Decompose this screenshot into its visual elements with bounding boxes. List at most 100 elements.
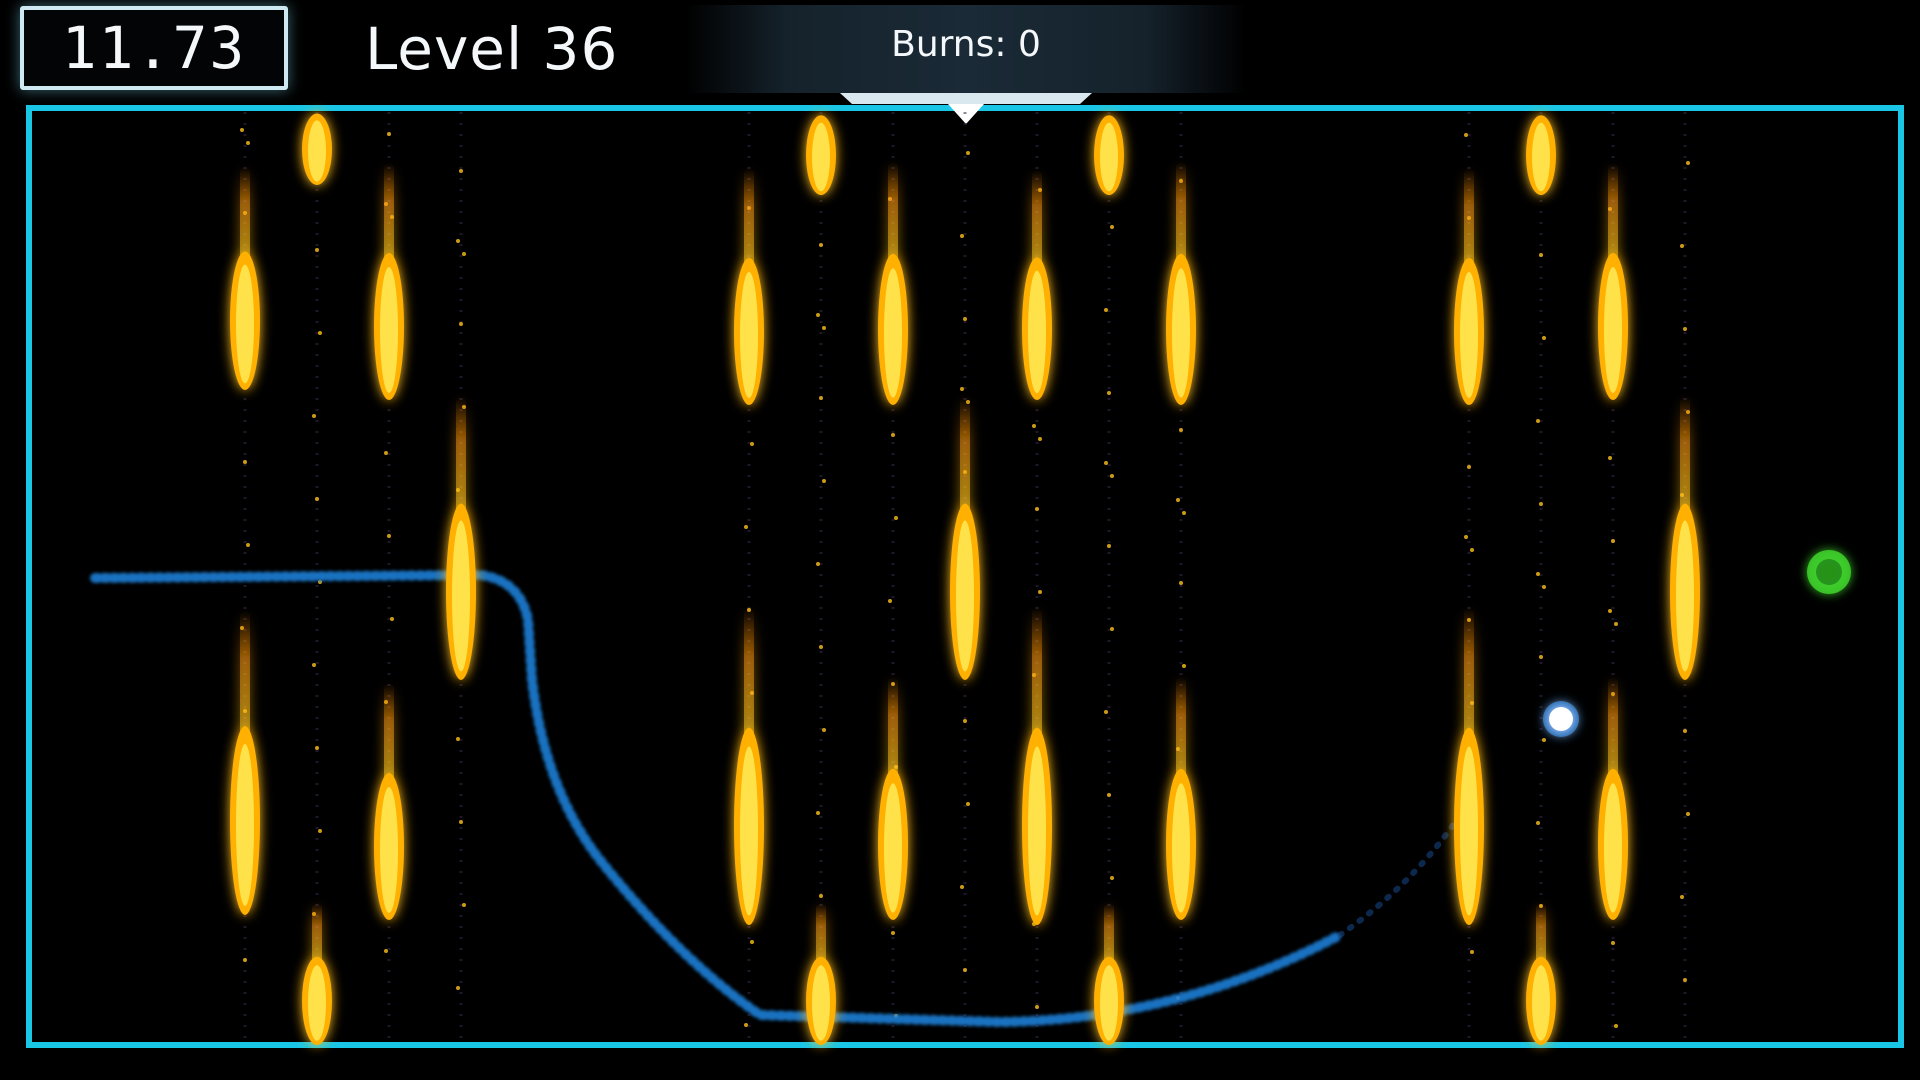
ember-particle: [1542, 738, 1546, 742]
ember-particle: [462, 252, 466, 256]
ember-particle: [891, 931, 895, 935]
ember-particle: [816, 811, 820, 815]
ember-particle: [819, 894, 823, 898]
ember-particle: [1179, 581, 1183, 585]
ember-particle: [1614, 1024, 1618, 1028]
fire-jet-icon: [734, 168, 764, 405]
ember-particle: [315, 248, 319, 252]
ember-particle: [1539, 253, 1543, 257]
ember-particle: [1470, 950, 1474, 954]
ember-particle: [1104, 461, 1108, 465]
player-trail: [90, 569, 1345, 1028]
burns-counter: Burns: 0: [891, 24, 1041, 65]
ember-particle: [819, 645, 823, 649]
fire-jet-icon: [734, 607, 764, 925]
ember-particle: [1611, 941, 1615, 945]
ember-particle: [1182, 664, 1186, 668]
ember-particle: [315, 497, 319, 501]
ember-particle: [1110, 876, 1114, 880]
fire-jet-icon: [1094, 112, 1124, 195]
ember-particle: [1038, 437, 1042, 441]
ember-particle: [891, 433, 895, 437]
player-orb: [1543, 701, 1579, 737]
level-title: Level 36: [365, 15, 619, 83]
ember-particle: [315, 746, 319, 750]
fire-jet-icon: [1166, 162, 1196, 405]
fire-jet-icon: [374, 163, 404, 400]
ember-particle: [894, 516, 898, 520]
ember-particle: [1107, 793, 1111, 797]
ember-particle: [1680, 895, 1684, 899]
ember-particle: [246, 141, 250, 145]
flame-jets: [230, 112, 1700, 1045]
fire-jet-icon: [1454, 168, 1484, 405]
player-trail-fade: [1337, 797, 1473, 938]
ember-particle: [312, 414, 316, 418]
ember-particle: [744, 1023, 748, 1027]
ember-particle: [744, 525, 748, 529]
ember-particle: [1683, 978, 1687, 982]
ember-particle: [1686, 812, 1690, 816]
fire-jet-icon: [1526, 903, 1556, 1045]
ember-particle: [816, 562, 820, 566]
fire-jet-icon: [806, 112, 836, 195]
fire-jet-icon: [806, 903, 836, 1045]
ember-particle: [456, 986, 460, 990]
fire-jet-icon: [950, 396, 980, 680]
burns-panel: Burns: 0: [686, 5, 1246, 93]
ember-particle: [1536, 572, 1540, 576]
ember-particle: [243, 460, 247, 464]
ember-particle: [246, 543, 250, 547]
ember-particle: [318, 829, 322, 833]
ember-particle: [822, 326, 826, 330]
fire-jet-icon: [1022, 607, 1052, 925]
ember-particle: [459, 820, 463, 824]
ember-particle: [384, 949, 388, 953]
ember-particle: [966, 802, 970, 806]
ember-particle: [816, 313, 820, 317]
timer-display: 11.73: [20, 6, 288, 90]
fire-jet-icon: [446, 396, 476, 680]
ember-particle: [966, 151, 970, 155]
ember-particle: [1611, 539, 1615, 543]
fire-jet-icon: [878, 162, 908, 405]
ember-particle: [822, 728, 826, 732]
goal-orb-icon: [1807, 550, 1851, 594]
ember-particle: [1614, 622, 1618, 626]
fire-jet-icon: [230, 167, 260, 390]
fire-jet-icon: [1166, 677, 1196, 921]
ember-particle: [387, 534, 391, 538]
fire-jet-icon: [1598, 163, 1628, 400]
ember-particle: [960, 234, 964, 238]
ember-particle: [1107, 544, 1111, 548]
ember-particle: [1683, 327, 1687, 331]
ember-particle: [1608, 609, 1612, 613]
ember-particle: [1032, 424, 1036, 428]
ember-particle: [1038, 590, 1042, 594]
ember-particle: [1104, 308, 1108, 312]
ember-particle: [1608, 456, 1612, 460]
ember-particle: [1467, 465, 1471, 469]
ember-particle: [1035, 1005, 1039, 1009]
fire-jet-icon: [1454, 607, 1484, 925]
ember-particle: [1539, 502, 1543, 506]
fire-jet-icon: [1526, 112, 1556, 195]
ember-particle: [1107, 391, 1111, 395]
ember-particle: [819, 396, 823, 400]
ember-particle: [1179, 428, 1183, 432]
fire-jet-icon: [1022, 170, 1052, 400]
fire-jet-icon: [1094, 903, 1124, 1045]
ember-particle: [387, 132, 391, 136]
ember-particle: [963, 317, 967, 321]
fire-jet-icon: [878, 677, 908, 921]
fire-jet-icon: [374, 683, 404, 920]
ember-particle: [960, 885, 964, 889]
ember-particle: [1470, 548, 1474, 552]
ember-particle: [456, 737, 460, 741]
ember-particle: [750, 940, 754, 944]
ember-particle: [240, 128, 244, 132]
ember-particle: [243, 958, 247, 962]
fire-jet-icon: [302, 903, 332, 1045]
fire-jet-icon: [1670, 396, 1700, 680]
